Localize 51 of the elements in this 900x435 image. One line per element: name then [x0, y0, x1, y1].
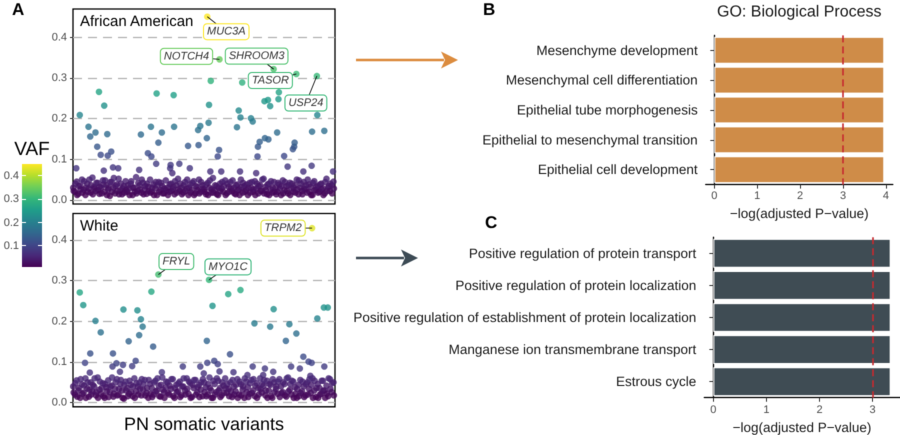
y-tick-label: 0.0 [52, 396, 67, 409]
chart-title: GO: Biological Process [716, 4, 882, 20]
x-tick-label: 2 [816, 404, 823, 416]
x-axis-title: −log(adjusted P−value) [732, 420, 872, 435]
x-tick-label: 2 [797, 190, 804, 202]
chart-title: African American [80, 13, 194, 30]
y-tick-label: 0.3 [52, 274, 67, 287]
annotation: MYO1C [208, 260, 248, 273]
color-bar-label: 0.3 [4, 193, 19, 206]
x-axis-title: −log(adjusted P−value) [730, 206, 869, 221]
y-tick-label: 0.1 [52, 356, 67, 368]
y-tick-label: Mesenchymal cell differentiation [506, 72, 698, 88]
annotation: FRYL [162, 256, 190, 268]
x-tick-label: 4 [882, 190, 889, 202]
annotation: NOTCH4 [164, 50, 210, 62]
x-tick-label: 1 [754, 190, 760, 202]
color-bar-label: 0.2 [4, 216, 19, 229]
x-tick-label: 1 [763, 404, 770, 416]
annotation: USP24 [288, 97, 324, 110]
y-tick-label: 0.4 [52, 31, 67, 44]
y-tick-label: Positive regulation of protein localization [455, 278, 696, 293]
annotation: SHROOM3 [228, 50, 286, 62]
y-tick-label: 0.0 [52, 194, 67, 206]
annotation: TASOR [252, 74, 289, 86]
annotation: TRPM2 [264, 222, 302, 234]
x-tick-label: 0 [710, 404, 716, 416]
x-tick-label: 3 [840, 190, 846, 202]
y-tick-label: Positive regulation of protein transport [468, 246, 697, 261]
y-tick-label: Manganese ion transmembrane transport [448, 342, 697, 358]
y-tick-label: 0.2 [52, 112, 67, 125]
y-tick-label: 0.2 [52, 315, 67, 328]
y-tick-label: 0.4 [52, 234, 67, 246]
color-bar-title: VAF [14, 139, 50, 160]
y-tick-label: Positive regulation of establishment of protein localization [353, 310, 696, 325]
x-tick-label: 0 [711, 190, 718, 202]
text: C [485, 213, 498, 232]
annotation: MUC3A [207, 26, 246, 38]
y-tick-label: Epithelial cell development [538, 162, 698, 178]
y-tick-label: 0.1 [52, 153, 67, 166]
color-bar-label: 0.1 [4, 240, 19, 252]
text: B [483, 0, 496, 19]
color-bar-label: 0.4 [4, 170, 19, 182]
y-tick-label: Estrous cycle [616, 374, 696, 390]
y-tick-label: Mesenchyme development [536, 42, 698, 58]
y-tick-label: 0.3 [52, 72, 67, 84]
chart-title: White [80, 218, 118, 234]
text: A [12, 0, 24, 19]
y-tick-label: Epithelial to mesenchymal transition [482, 132, 698, 148]
y-tick-label: Epithelial tube morphogenesis [516, 102, 698, 118]
x-tick-label: 3 [870, 404, 876, 416]
x-axis-title: PN somatic variants [124, 414, 284, 434]
